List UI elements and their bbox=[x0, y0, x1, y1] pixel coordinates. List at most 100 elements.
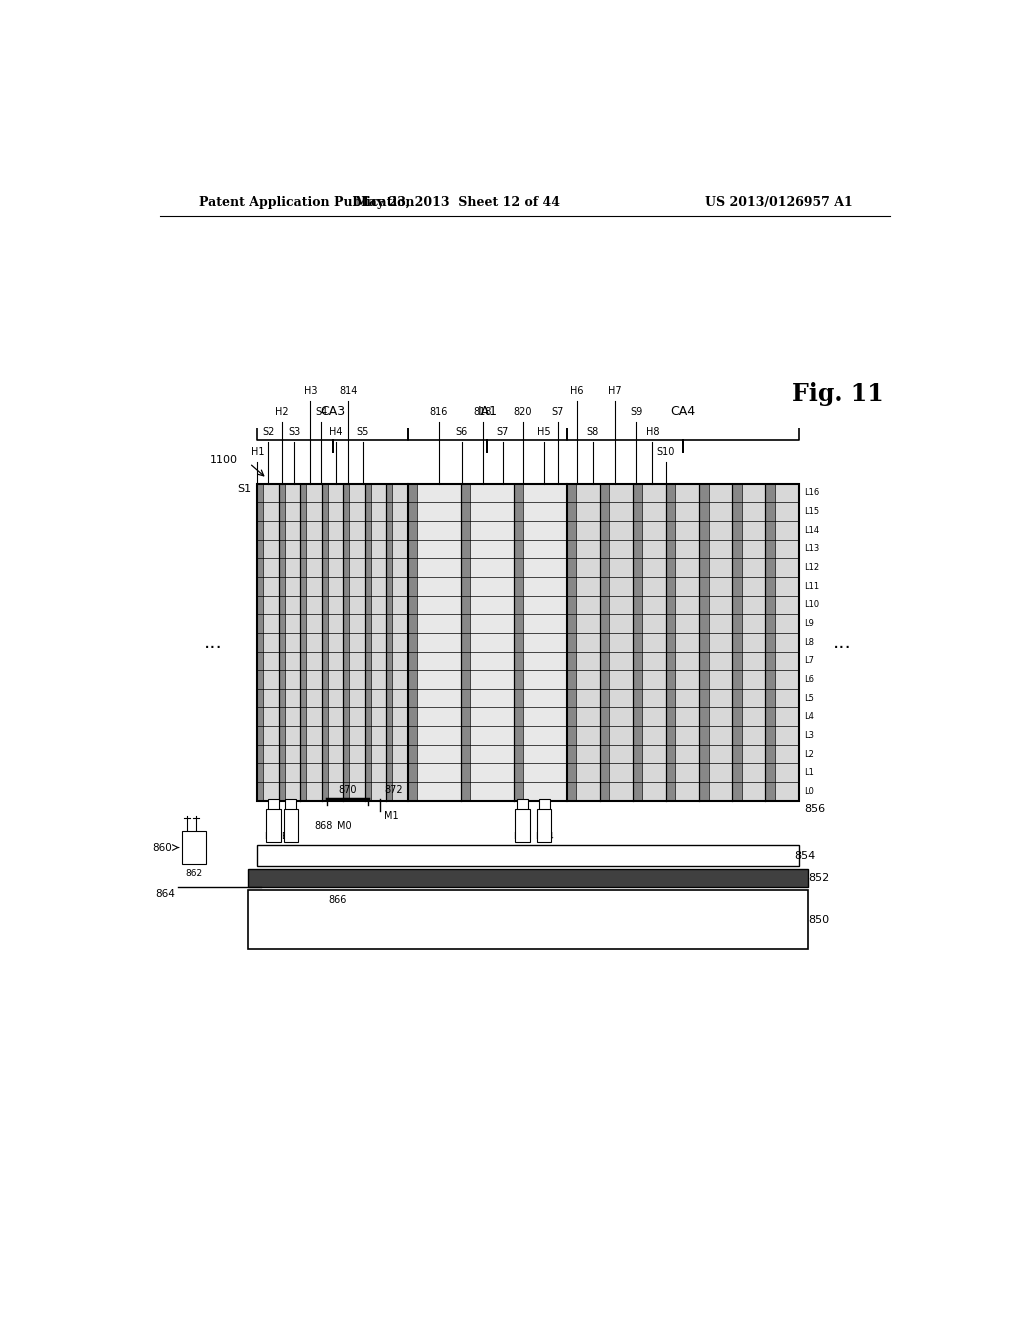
Text: BG2: BG2 bbox=[282, 833, 300, 841]
Text: S8: S8 bbox=[587, 426, 599, 437]
Text: M0: M0 bbox=[337, 821, 351, 830]
Bar bbox=[322, 483, 328, 801]
Bar bbox=[182, 832, 206, 863]
Text: 868: 868 bbox=[314, 821, 333, 830]
Text: BG4: BG4 bbox=[535, 833, 554, 841]
Bar bbox=[266, 809, 281, 842]
Bar bbox=[600, 483, 609, 801]
Text: M1: M1 bbox=[384, 810, 399, 821]
Text: S2: S2 bbox=[262, 426, 274, 437]
Bar bbox=[709, 483, 732, 801]
Bar bbox=[248, 890, 808, 949]
Text: 820: 820 bbox=[513, 407, 531, 417]
Bar bbox=[470, 483, 514, 801]
Text: L8: L8 bbox=[804, 638, 814, 647]
Bar bbox=[676, 483, 699, 801]
Bar bbox=[286, 799, 297, 810]
Text: 872: 872 bbox=[384, 784, 403, 795]
Bar bbox=[699, 483, 709, 801]
Bar bbox=[386, 483, 392, 801]
Text: L6: L6 bbox=[804, 675, 814, 684]
Text: CA4: CA4 bbox=[670, 405, 695, 417]
Text: S6: S6 bbox=[456, 426, 468, 437]
Text: Patent Application Publication: Patent Application Publication bbox=[200, 195, 415, 209]
Bar bbox=[392, 483, 408, 801]
Bar bbox=[300, 483, 306, 801]
Bar bbox=[257, 483, 799, 801]
Text: L10: L10 bbox=[804, 601, 819, 610]
Text: H3: H3 bbox=[304, 387, 317, 396]
Text: 856: 856 bbox=[804, 804, 825, 814]
Bar bbox=[775, 483, 799, 801]
Bar bbox=[667, 483, 676, 801]
Text: US 2013/0126957 A1: US 2013/0126957 A1 bbox=[705, 195, 853, 209]
Text: L13: L13 bbox=[804, 544, 819, 553]
Text: IA1: IA1 bbox=[477, 405, 498, 417]
Text: Fig. 11: Fig. 11 bbox=[793, 383, 884, 407]
Text: BG3: BG3 bbox=[513, 833, 531, 841]
Bar bbox=[642, 483, 667, 801]
Text: L15: L15 bbox=[804, 507, 819, 516]
Bar bbox=[365, 483, 371, 801]
Bar bbox=[741, 483, 766, 801]
Text: 1100: 1100 bbox=[210, 455, 238, 465]
Text: 852: 852 bbox=[808, 873, 829, 883]
Bar bbox=[567, 483, 577, 801]
Bar bbox=[279, 483, 285, 801]
Text: H5: H5 bbox=[538, 426, 551, 437]
Text: L5: L5 bbox=[804, 694, 814, 702]
Text: L16: L16 bbox=[804, 488, 819, 498]
Text: H1: H1 bbox=[251, 447, 264, 457]
Text: 864: 864 bbox=[156, 890, 176, 899]
Text: S4: S4 bbox=[315, 407, 328, 417]
Text: S7: S7 bbox=[552, 407, 564, 417]
Text: May 23, 2013  Sheet 12 of 44: May 23, 2013 Sheet 12 of 44 bbox=[355, 195, 560, 209]
Text: S5: S5 bbox=[356, 426, 369, 437]
Text: 862: 862 bbox=[185, 869, 203, 878]
Text: H6: H6 bbox=[570, 387, 584, 396]
Bar bbox=[766, 483, 775, 801]
Bar bbox=[539, 799, 550, 810]
Text: 814: 814 bbox=[339, 387, 357, 396]
Text: S3: S3 bbox=[288, 426, 300, 437]
Text: L2: L2 bbox=[804, 750, 814, 759]
Text: BG1: BG1 bbox=[264, 833, 283, 841]
Text: L3: L3 bbox=[804, 731, 814, 741]
Bar bbox=[285, 483, 300, 801]
Text: L0: L0 bbox=[804, 787, 814, 796]
Text: S9: S9 bbox=[630, 407, 642, 417]
Bar bbox=[633, 483, 642, 801]
Bar bbox=[418, 483, 461, 801]
Text: S1: S1 bbox=[237, 483, 251, 494]
Text: H8: H8 bbox=[646, 426, 659, 437]
Text: L11: L11 bbox=[804, 582, 819, 591]
Text: S10: S10 bbox=[656, 447, 675, 457]
Text: L4: L4 bbox=[804, 713, 814, 721]
Text: H7: H7 bbox=[608, 387, 622, 396]
Text: L14: L14 bbox=[804, 525, 819, 535]
Bar bbox=[523, 483, 567, 801]
Bar bbox=[515, 809, 529, 842]
Bar bbox=[257, 483, 263, 801]
Bar bbox=[408, 483, 418, 801]
Bar bbox=[537, 809, 551, 842]
Bar bbox=[371, 483, 386, 801]
Bar bbox=[732, 483, 741, 801]
Text: ...: ... bbox=[205, 632, 223, 652]
Text: H4: H4 bbox=[329, 426, 343, 437]
Text: H2: H2 bbox=[274, 407, 289, 417]
Bar bbox=[268, 799, 280, 810]
Text: L12: L12 bbox=[804, 564, 819, 572]
Bar bbox=[343, 483, 349, 801]
Bar bbox=[263, 483, 279, 801]
Bar bbox=[514, 483, 523, 801]
Text: 870: 870 bbox=[339, 784, 357, 795]
Bar bbox=[609, 483, 633, 801]
Text: L1: L1 bbox=[804, 768, 814, 777]
Bar bbox=[248, 869, 808, 887]
Bar bbox=[577, 483, 600, 801]
Text: 866: 866 bbox=[329, 895, 347, 906]
Text: CA3: CA3 bbox=[321, 405, 345, 417]
Text: 816: 816 bbox=[429, 407, 447, 417]
Text: S7: S7 bbox=[497, 426, 509, 437]
